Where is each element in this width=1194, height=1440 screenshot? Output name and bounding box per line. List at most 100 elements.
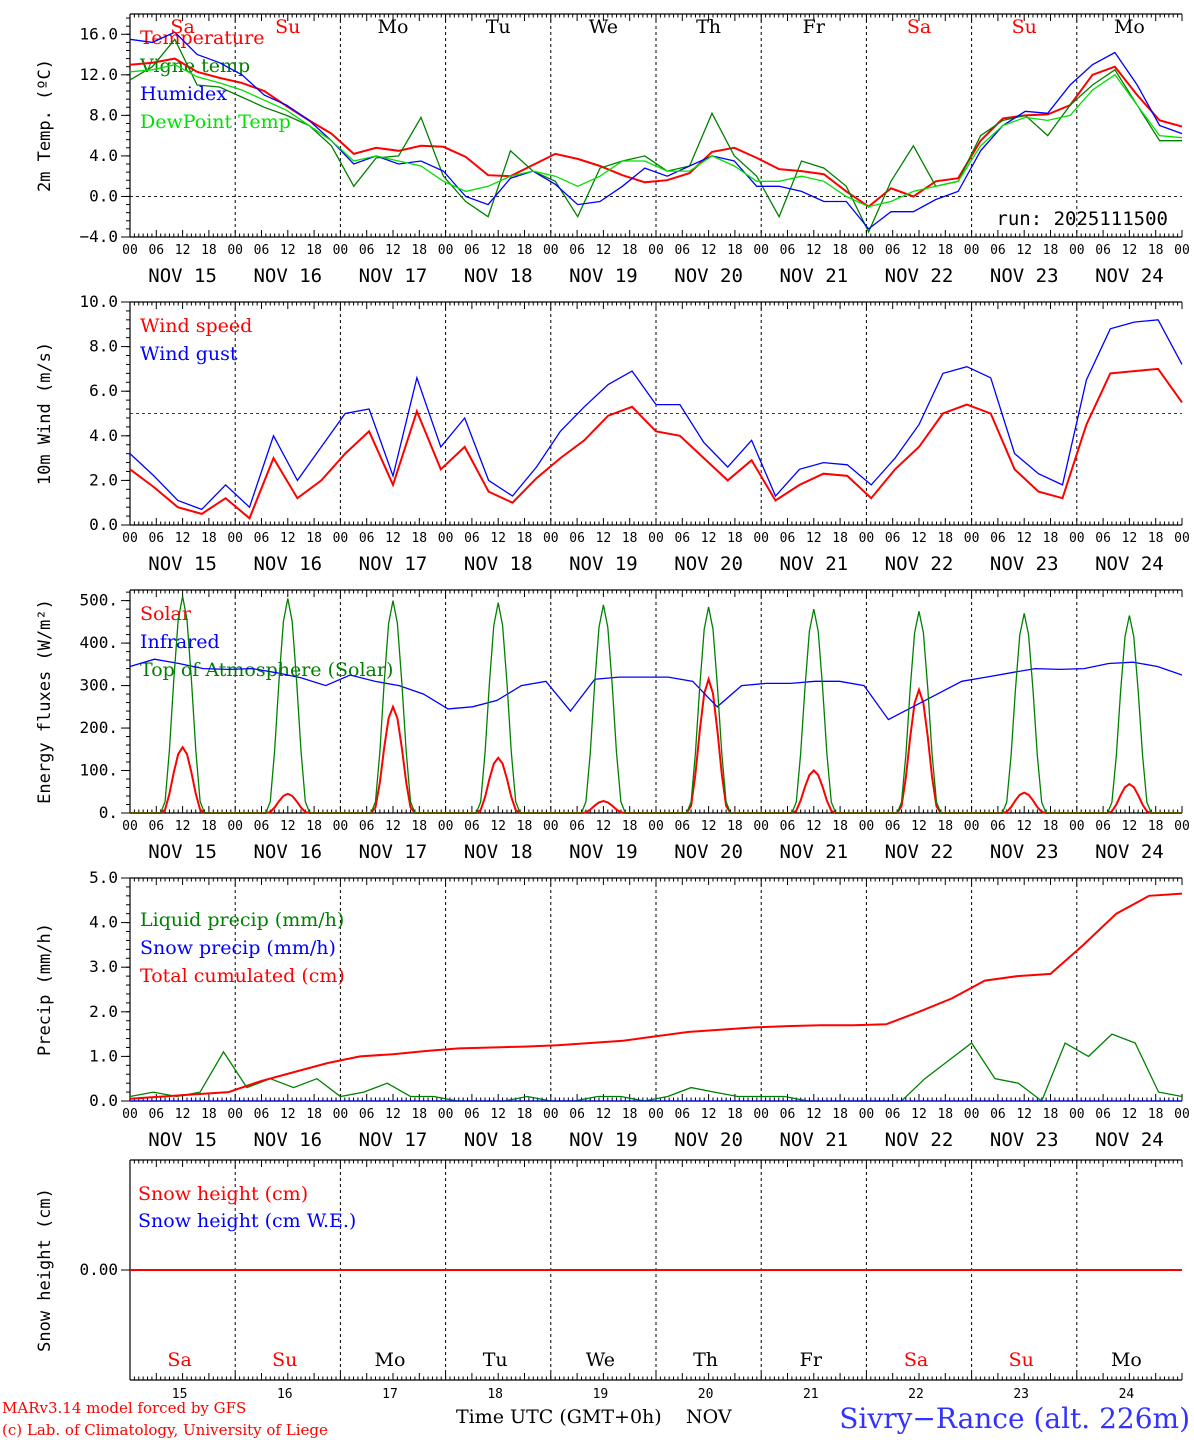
legend: Liquid precip (mm/h) Snow precip (mm/h) To… — [140, 909, 345, 987]
date-label: NOV 24 — [1095, 841, 1164, 863]
hour-label: 06 — [254, 1107, 270, 1122]
legend-entry: Infrared — [140, 631, 220, 653]
date-label: NOV 19 — [569, 841, 638, 863]
hour-label: 06 — [674, 243, 690, 258]
hour-label: 00 — [1069, 819, 1085, 834]
hour-label: 06 — [254, 243, 270, 258]
day-of-week: Sa — [907, 16, 931, 38]
date-label: NOV 23 — [990, 553, 1059, 575]
y-tick-label: 4.0 — [89, 146, 118, 165]
hour-label: 06 — [1095, 819, 1111, 834]
date-label: NOV 16 — [253, 265, 322, 287]
hour-label: 18 — [622, 243, 638, 258]
hour-label: 00 — [543, 243, 559, 258]
hour-label: 12 — [280, 531, 296, 546]
hour-label: 00 — [1174, 819, 1190, 834]
hour-label: 06 — [148, 819, 164, 834]
series-line-infrared — [129, 658, 1183, 721]
hour-label: 00 — [1174, 531, 1190, 546]
series-line-wind-gust — [129, 319, 1183, 511]
legend-entry: DewPoint Temp — [140, 111, 291, 133]
time-axis-label: Time UTC (GMT+0h) — [456, 1406, 662, 1428]
hour-label: 00 — [122, 531, 138, 546]
date-label: NOV 18 — [464, 1129, 533, 1151]
y-tick-label: 0. — [99, 803, 118, 822]
date-label: NOV 16 — [253, 841, 322, 863]
hour-label: 18 — [937, 819, 953, 834]
hour-label: 00 — [1069, 243, 1085, 258]
hour-label: 06 — [990, 819, 1006, 834]
model-credit: MARv3.14 model forced by GFS — [2, 1399, 246, 1417]
day-number: 23 — [1013, 1387, 1029, 1402]
hour-label: 18 — [727, 819, 743, 834]
panels: −4.0 0.0 4.0 8.0 12.0 16.0 2m Temp. (ºC) 00 06 12… — [35, 13, 1190, 1402]
month-label: NOV — [686, 1406, 732, 1428]
hour-label: 18 — [1043, 819, 1059, 834]
day-of-week: We — [586, 1349, 615, 1371]
hour-label: 00 — [122, 1107, 138, 1122]
day-number: 18 — [487, 1387, 503, 1402]
y-tick-label: 2.0 — [89, 470, 118, 489]
hour-label: 18 — [517, 531, 533, 546]
date-label: NOV 15 — [148, 553, 217, 575]
hour-label: 00 — [438, 243, 454, 258]
hour-label: 12 — [385, 243, 401, 258]
hour-label: 12 — [385, 819, 401, 834]
hour-label: 12 — [1122, 819, 1138, 834]
day-of-week-top: Sa Su Mo Tu We Th Fr Sa Su Mo — [170, 16, 1144, 38]
panel-energy: 0. 100. 200. 300. 400. 500. Energy fluxes (W/m… — [35, 589, 1190, 863]
legend: Wind speed Wind gust — [140, 315, 252, 365]
legend-entry: Wind speed — [140, 315, 252, 337]
panel-precip: 0.0 1.0 2.0 3.0 4.0 5.0 Precip (mm/h) 00 06 12 18 N… — [35, 868, 1190, 1151]
hour-label: 00 — [333, 243, 349, 258]
hour-label: 00 — [753, 1107, 769, 1122]
y-tick-label: 4.0 — [89, 426, 118, 445]
legend: Temperature Vigne temp Humidex DewPoint Tem… — [139, 27, 291, 133]
hour-label: 18 — [937, 531, 953, 546]
hour-label: 18 — [201, 819, 217, 834]
hour-label: 18 — [1148, 819, 1164, 834]
y-tick-label: 10.0 — [79, 292, 118, 311]
hour-label: 00 — [648, 531, 664, 546]
hour-label: 06 — [569, 531, 585, 546]
hour-label: 18 — [937, 243, 953, 258]
hour-label: 12 — [1122, 243, 1138, 258]
hour-label: 06 — [359, 819, 375, 834]
series-line-dewpoint-temp — [129, 64, 1183, 208]
hour-label: 00 — [964, 531, 980, 546]
hour-label: 18 — [1043, 531, 1059, 546]
hour-label: 12 — [490, 819, 506, 834]
day-of-week: Sa — [904, 1349, 928, 1371]
hour-label: 06 — [464, 531, 480, 546]
hour-label: 18 — [411, 819, 427, 834]
day-number-row: 15 16 17 18 19 20 21 22 23 24 — [172, 1387, 1135, 1402]
hour-label: 00 — [333, 819, 349, 834]
date-label: NOV 19 — [569, 1129, 638, 1151]
hour-label: 18 — [622, 819, 638, 834]
panel-temp: −4.0 0.0 4.0 8.0 12.0 16.0 2m Temp. (ºC) 00 06 12… — [35, 13, 1190, 287]
panel-wind: 0.0 2.0 4.0 6.0 8.0 10.0 10m Wind (m/s) 00 06 12 1… — [35, 292, 1190, 575]
hour-label: 00 — [438, 819, 454, 834]
date-label: NOV 21 — [779, 1129, 848, 1151]
date-label: NOV 23 — [990, 265, 1059, 287]
date-label: NOV 22 — [885, 841, 954, 863]
date-label: NOV 21 — [779, 553, 848, 575]
hour-label: 12 — [1016, 1107, 1032, 1122]
hour-label: 00 — [648, 819, 664, 834]
hour-label: 00 — [859, 1107, 875, 1122]
hour-label: 06 — [148, 531, 164, 546]
hour-label: 18 — [1148, 531, 1164, 546]
hour-label: 00 — [753, 531, 769, 546]
day-of-week: Fr — [803, 16, 826, 38]
hour-label: 00 — [1174, 1107, 1190, 1122]
hour-label: 06 — [885, 531, 901, 546]
date-label: NOV 22 — [885, 553, 954, 575]
date-label: NOV 15 — [148, 1129, 217, 1151]
hour-label: 00 — [227, 819, 243, 834]
legend-entry: Wind gust — [140, 343, 238, 365]
hour-label: 00 — [964, 819, 980, 834]
series-line-total-cumulated-cm- — [129, 892, 1183, 1100]
hour-label: 12 — [490, 1107, 506, 1122]
hour-label: 00 — [1069, 531, 1085, 546]
